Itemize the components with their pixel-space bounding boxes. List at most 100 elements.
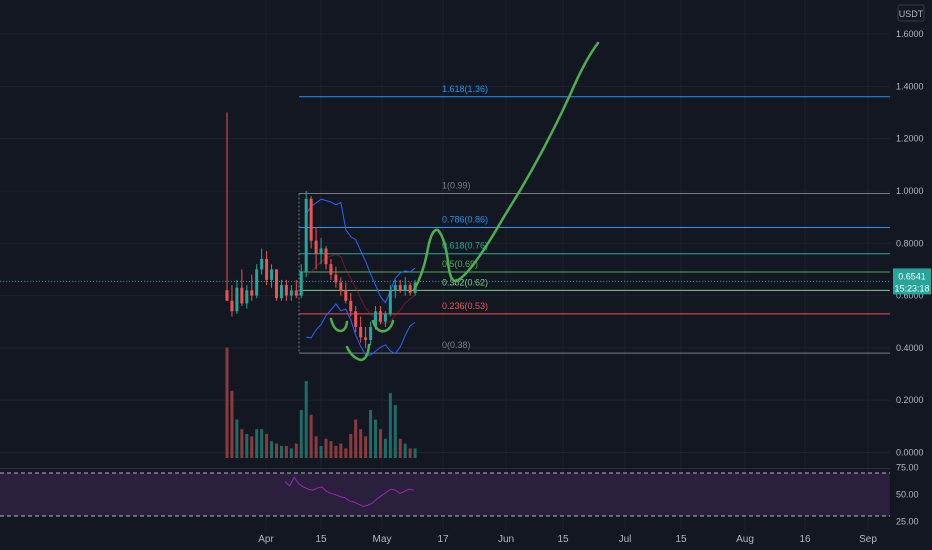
candle-body[interactable] bbox=[329, 264, 333, 275]
bollinger-upper bbox=[305, 198, 416, 304]
fib-level-label: 0.236(0.53) bbox=[442, 301, 488, 311]
annotation-head[interactable] bbox=[345, 343, 371, 362]
volume-bar bbox=[255, 429, 259, 458]
candle-body[interactable] bbox=[279, 285, 283, 299]
bollinger-basis bbox=[305, 253, 416, 325]
fib-level-label: 0.618(0.76) bbox=[442, 241, 488, 251]
price-axis-label: 0.4000 bbox=[896, 343, 924, 353]
fibonacci-retracement[interactable]: 1.618(1.36) 1(0.99) 0.786(0.86) 0.618(0.76)… bbox=[298, 84, 890, 354]
volume-bar bbox=[304, 381, 308, 458]
rsi-axis-label: 50.00 bbox=[896, 490, 919, 500]
volume-bar bbox=[334, 445, 338, 458]
volume-bar bbox=[245, 433, 249, 458]
volume-bar bbox=[230, 390, 234, 458]
bollinger-bands bbox=[305, 198, 416, 356]
candle-body[interactable] bbox=[299, 272, 303, 296]
candle-body[interactable] bbox=[289, 290, 293, 296]
candle-body[interactable] bbox=[270, 269, 274, 280]
candle-body[interactable] bbox=[225, 290, 229, 301]
candle-body[interactable] bbox=[309, 198, 313, 241]
volume-bar bbox=[294, 443, 298, 458]
price-axis-label: 1.4000 bbox=[896, 81, 924, 91]
volume-bar bbox=[408, 448, 412, 458]
rsi-axis-label: 75.00 bbox=[896, 463, 919, 473]
volume-bar bbox=[314, 436, 318, 458]
candle-body[interactable] bbox=[304, 198, 308, 273]
candle-body[interactable] bbox=[319, 248, 323, 254]
volume-bar bbox=[378, 429, 382, 458]
candle-body[interactable] bbox=[314, 240, 318, 254]
candle-body[interactable] bbox=[339, 282, 343, 291]
price-axis-label: 0.2000 bbox=[896, 395, 924, 405]
candle-body[interactable] bbox=[284, 285, 288, 296]
price-axis-label: 1.2000 bbox=[896, 134, 924, 144]
candle-body[interactable] bbox=[240, 287, 244, 304]
volume-bar bbox=[319, 445, 323, 458]
candle-body[interactable] bbox=[359, 326, 363, 338]
candle-body[interactable] bbox=[374, 311, 377, 327]
drawn-annotations[interactable] bbox=[329, 41, 600, 362]
rsi-pane[interactable] bbox=[0, 468, 890, 517]
candle-body[interactable] bbox=[354, 311, 358, 327]
candle-body[interactable] bbox=[230, 300, 234, 312]
price-axis-label: 0.8000 bbox=[896, 238, 924, 248]
candle-body[interactable] bbox=[275, 269, 278, 299]
volume-bar bbox=[393, 405, 397, 458]
candle-body[interactable] bbox=[388, 290, 392, 314]
volume-bar bbox=[383, 438, 387, 458]
price-axis[interactable]: 1.6000 1.4000 1.2000 1.0000 0.8000 0.6000 0.40… bbox=[890, 0, 932, 468]
candle-body[interactable] bbox=[250, 290, 254, 296]
fib-level-label: 0.5(0.69) bbox=[442, 259, 478, 269]
time-axis-label: 15 bbox=[675, 534, 687, 545]
candle-body[interactable] bbox=[408, 285, 412, 293]
candlesticks[interactable] bbox=[225, 112, 417, 348]
volume-bar bbox=[299, 409, 303, 458]
candle-body[interactable] bbox=[235, 287, 239, 312]
candle-body[interactable] bbox=[260, 258, 264, 270]
volume-bar bbox=[270, 441, 274, 458]
fib-level-label: 0.786(0.86) bbox=[442, 215, 488, 225]
time-axis-label: 16 bbox=[799, 534, 811, 545]
annotation-right-shoulder[interactable] bbox=[371, 319, 395, 333]
volume-bar bbox=[225, 347, 229, 458]
annotation-projection-arrow[interactable] bbox=[412, 41, 600, 292]
time-axis-background bbox=[0, 530, 932, 550]
volume-bar bbox=[324, 438, 328, 458]
candle-body[interactable] bbox=[265, 258, 269, 280]
candle-body[interactable] bbox=[369, 326, 373, 341]
rsi-axis: 75.00 50.00 25.00 bbox=[890, 463, 932, 530]
volume-bar bbox=[344, 448, 348, 458]
candle-body[interactable] bbox=[383, 313, 387, 322]
fib-level-label: 0(0.38) bbox=[442, 340, 471, 350]
time-axis-label: 15 bbox=[315, 534, 327, 545]
candle-body[interactable] bbox=[403, 285, 407, 291]
volume-bar bbox=[329, 441, 333, 458]
time-axis[interactable]: Apr 15 May 17 Jun 15 Jul 15 Aug 16 Sep bbox=[0, 530, 932, 550]
currency-badge[interactable] bbox=[897, 4, 925, 22]
candle-body[interactable] bbox=[344, 290, 348, 301]
candle-body[interactable] bbox=[255, 269, 259, 296]
bar-countdown: 15:23:18 bbox=[894, 283, 929, 293]
volume-bar bbox=[339, 443, 343, 458]
time-axis-label: May bbox=[373, 534, 392, 545]
price-axis-labels: 1.6000 1.4000 1.2000 1.0000 0.8000 0.6000 0.40… bbox=[896, 29, 924, 458]
candle-body[interactable] bbox=[245, 290, 249, 304]
candle-body[interactable] bbox=[398, 285, 402, 291]
candle-body[interactable] bbox=[364, 337, 368, 341]
volume-bar bbox=[265, 433, 269, 458]
volume-bar bbox=[413, 448, 417, 458]
time-axis-label: Apr bbox=[258, 534, 274, 545]
candle-body[interactable] bbox=[294, 290, 298, 296]
candle-body[interactable] bbox=[378, 311, 382, 322]
volume-bar bbox=[309, 414, 313, 458]
fib-level-label: 0.382(0.62) bbox=[442, 277, 488, 287]
volume-bar bbox=[364, 436, 368, 458]
rsi-axis-label: 25.00 bbox=[896, 516, 919, 526]
annotation-left-shoulder[interactable] bbox=[329, 317, 349, 333]
candle-body[interactable] bbox=[324, 248, 328, 265]
time-axis-labels: Apr 15 May 17 Jun 15 Jul 15 Aug 16 Sep bbox=[258, 534, 877, 545]
candle-body[interactable] bbox=[334, 274, 338, 283]
candle-body[interactable] bbox=[393, 285, 397, 291]
candle-body[interactable] bbox=[349, 300, 353, 312]
